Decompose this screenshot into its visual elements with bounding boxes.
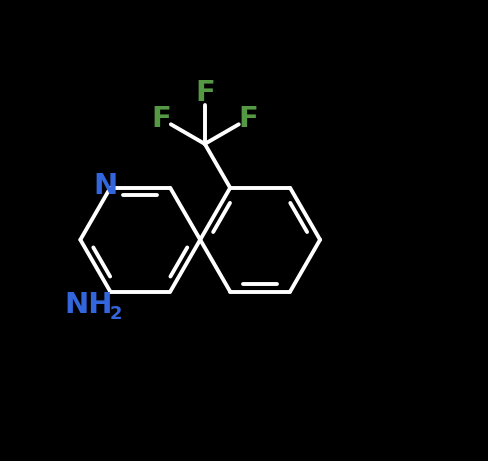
Text: F: F: [151, 105, 171, 133]
Text: N: N: [94, 171, 118, 200]
Text: F: F: [239, 105, 259, 133]
Text: F: F: [195, 79, 215, 107]
Text: 2: 2: [110, 305, 122, 323]
Text: NH: NH: [64, 291, 112, 319]
